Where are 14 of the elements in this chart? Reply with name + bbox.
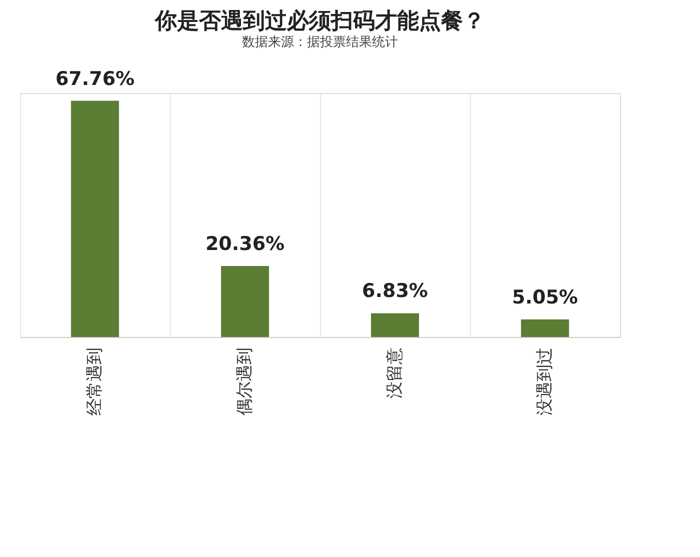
data-label: 20.36% bbox=[205, 233, 285, 256]
bar bbox=[521, 319, 569, 337]
x-tick-label: 没遇到过 bbox=[535, 348, 555, 416]
x-tick-label: 没留意 bbox=[385, 348, 405, 398]
data-label: 6.83% bbox=[362, 280, 428, 302]
bar bbox=[221, 266, 269, 337]
data-label: 5.05% bbox=[512, 286, 578, 308]
data-label: 67.76% bbox=[55, 68, 135, 90]
bar bbox=[371, 313, 419, 337]
chart-title: 你是否遇到过必须扫码才能点餐？ bbox=[154, 8, 485, 34]
source-note: 数据来源：据投票结果统计 bbox=[242, 34, 398, 50]
bar bbox=[71, 100, 119, 337]
x-tick-label: 经常遇到 bbox=[85, 348, 105, 416]
x-tick-label: 偶尔遇到 bbox=[235, 348, 255, 416]
